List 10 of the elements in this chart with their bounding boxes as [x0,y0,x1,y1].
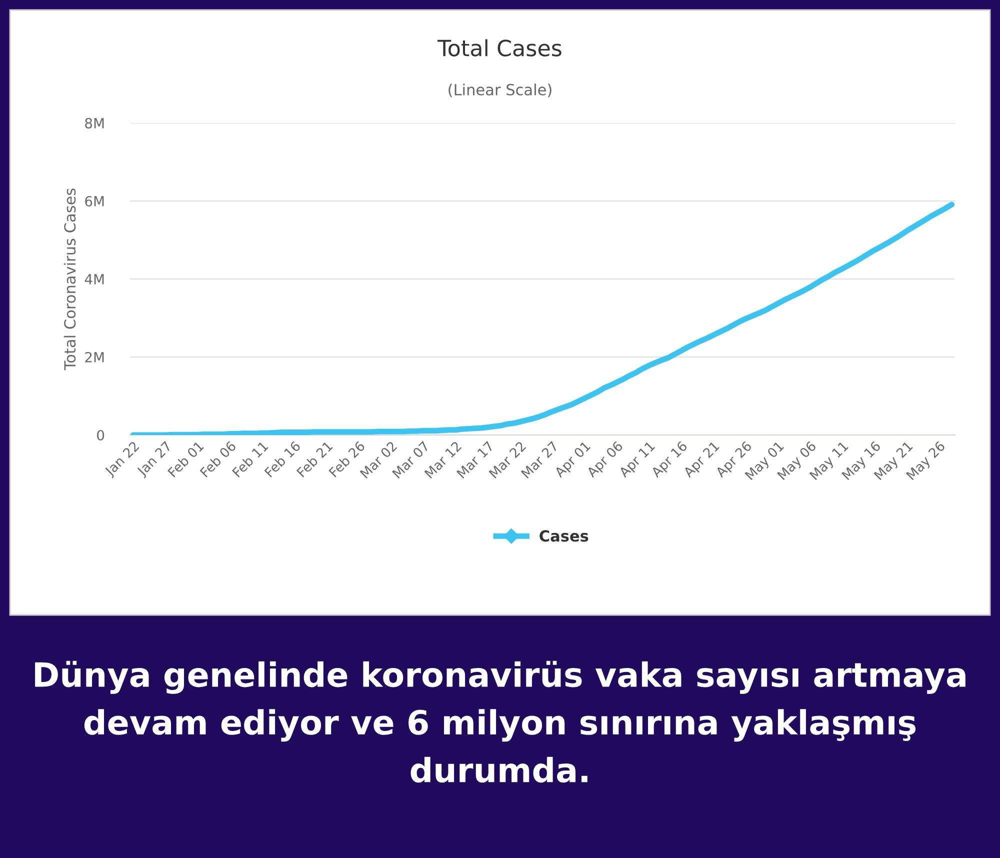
legend-label: Cases [540,530,588,542]
y-tick-label: 0 [97,430,104,440]
y-tick-label: 6M [85,196,104,206]
y-tick-label: 4M [84,274,104,284]
y-axis-title: Total Coronavirus Cases [64,188,76,370]
chart-subtitle: (Linear Scale) [448,84,552,98]
y-tick-label: 8M [85,118,104,128]
text: Dünya genelinde koronavirüs vaka sayısı artmaya devam ediyor ve 6 milyon sınırına yaklaşmış durumda. [35,660,966,783]
chart-title: Total Cases [437,39,562,56]
y-tick-label: 2M [85,352,104,362]
